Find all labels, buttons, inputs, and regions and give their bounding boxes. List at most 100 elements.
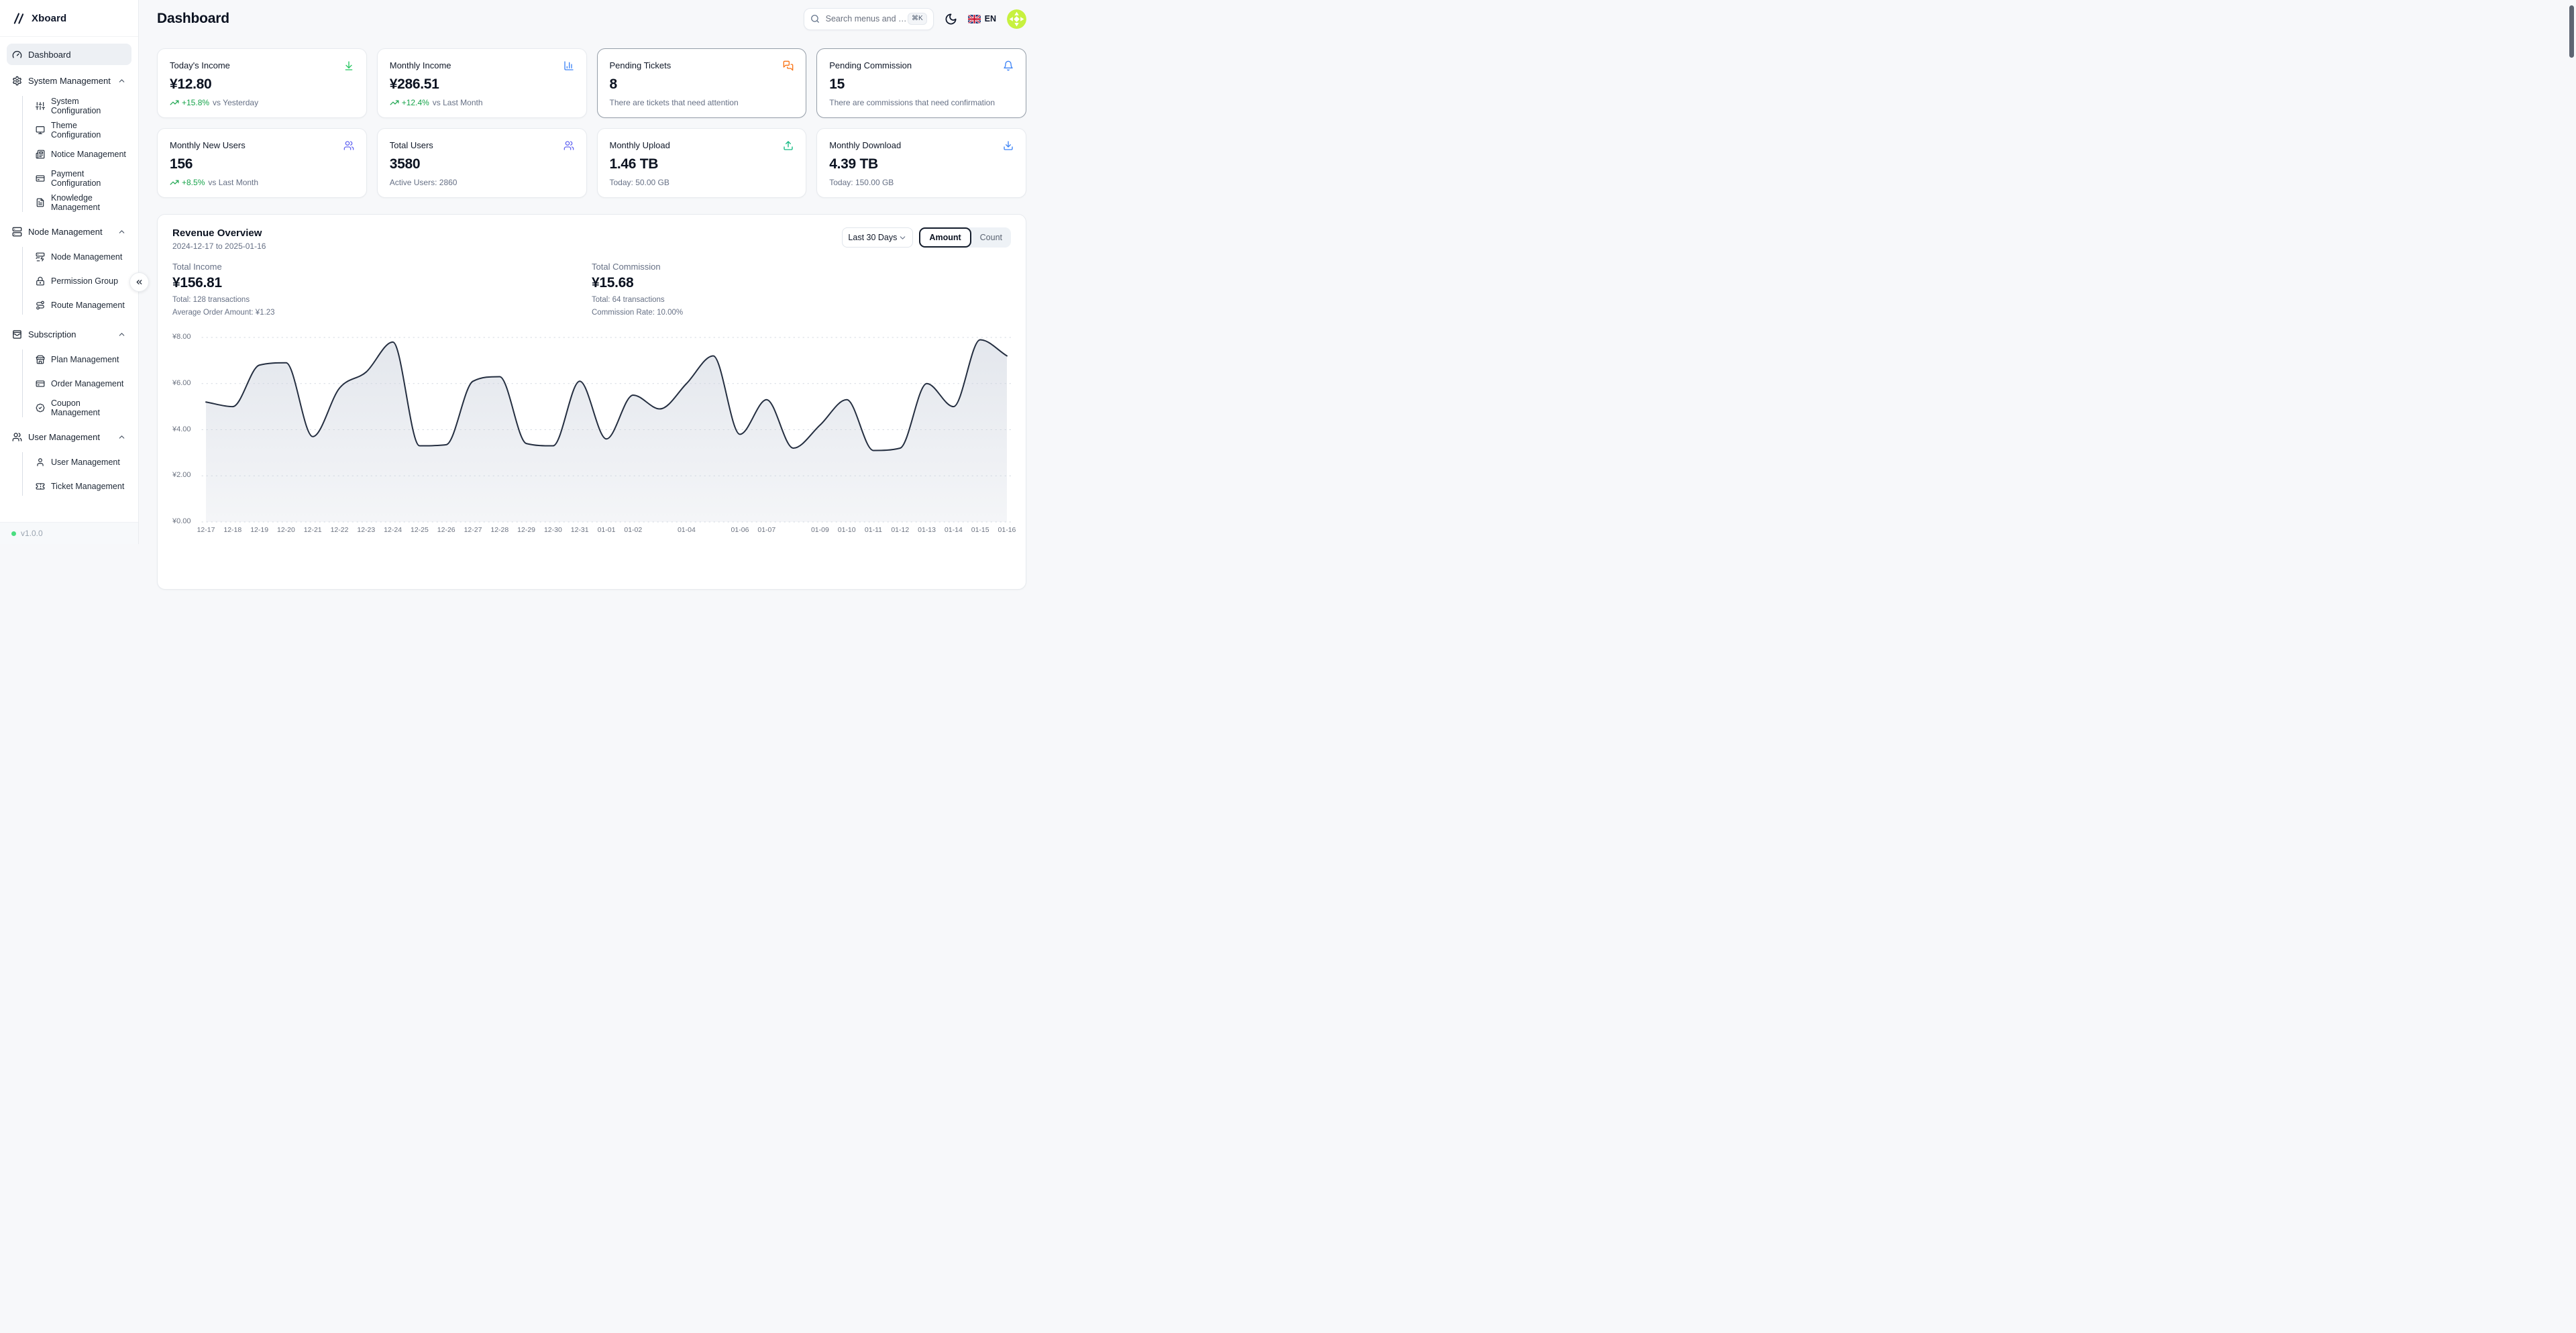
x-tick-label: 01-07 (757, 526, 776, 534)
x-tick-label: 12-20 (276, 526, 295, 534)
language-selector[interactable]: EN (967, 14, 996, 23)
card-value: ¥286.51 (389, 76, 439, 92)
route-icon (36, 301, 44, 309)
chevron-up-icon (119, 78, 125, 83)
search-box[interactable]: ⌘K (803, 7, 934, 30)
sidebar-group-label: User Management (28, 431, 100, 442)
chevron-up-icon (119, 435, 125, 439)
sidebar: Xboard Dashboard System Management System … (0, 0, 139, 544)
trend-value: +15.8% (182, 98, 210, 107)
sidebar-group-node-management[interactable]: Node Management (7, 221, 131, 242)
total-commission-block: Total Commission ¥15.68 Total: 64 transa… (592, 262, 1011, 317)
sidebar-group-label: Node Management (28, 226, 103, 237)
topbar: Dashboard ⌘K EN (157, 0, 1026, 38)
x-tick-label: 12-23 (357, 526, 376, 534)
sidebar-item-label: Dashboard (28, 49, 71, 60)
sidebar-nav: Dashboard System Management System Configu… (0, 37, 138, 522)
sidebar-item-label: Node Management (51, 252, 123, 262)
sidebar-item-knowledge-management[interactable]: Knowledge Management (32, 193, 131, 212)
sidebar-item-user-management[interactable]: User Management (32, 452, 131, 472)
sidebar-group-subscription[interactable]: Subscription (7, 323, 131, 345)
bell-icon (1004, 60, 1013, 71)
income-average: Average Order Amount: ¥1.23 (172, 309, 275, 317)
stat-card-pending-commission[interactable]: Pending Commission 15 There are commission… (816, 48, 1026, 118)
sidebar-item-payment-configuration[interactable]: Payment Configuration (32, 168, 131, 188)
card-title: Total Users (389, 140, 433, 150)
income-label: Total Income (172, 262, 222, 272)
sidebar-item-ticket-management[interactable]: Ticket Management (32, 476, 131, 496)
stat-card-pending-tickets[interactable]: Pending Tickets 8 There are tickets that n… (596, 48, 807, 118)
stat-card-today-s-income[interactable]: Today's Income ¥12.80 +15.8% vs Yesterday (157, 48, 367, 118)
stat-cards: Today's Income ¥12.80 +15.8% vs Yesterday Mo… (157, 48, 1026, 198)
card-title: Pending Commission (829, 60, 912, 70)
version-label: v1.0.0 (21, 529, 43, 538)
sidebar-item-route-management[interactable]: Route Management (32, 295, 131, 315)
card-subtext: There are tickets that need attention (609, 98, 739, 107)
store-icon (36, 355, 45, 364)
sidebar-item-order-management[interactable]: Order Management (32, 374, 131, 393)
card-value: ¥12.80 (170, 76, 212, 92)
date-range-select[interactable]: Last 30 Days (842, 227, 914, 248)
page-scrollbar[interactable] (2569, 5, 2574, 58)
server-zap-icon (36, 252, 45, 261)
sidebar-item-permission-group[interactable]: Permission Group (32, 271, 131, 290)
x-tick-label: 12-31 (570, 526, 589, 534)
x-tick-label: 01-02 (624, 526, 643, 534)
sidebar-item-coupon-management[interactable]: Coupon Management (32, 398, 131, 417)
sidebar-collapse-button[interactable] (129, 272, 149, 292)
trending-up-icon (170, 180, 179, 185)
x-tick-label: 01-10 (837, 526, 856, 534)
stat-card-total-users[interactable]: Total Users 3580 Active Users: 2860 (376, 128, 587, 198)
sidebar-group-user-management[interactable]: User Management (7, 426, 131, 447)
user-icon (37, 458, 44, 466)
stat-card-monthly-upload[interactable]: Monthly Upload 1.46 TB Today: 50.00 GB (596, 128, 807, 198)
x-tick-label: 12-22 (330, 526, 349, 534)
sidebar-item-system-configuration[interactable]: System Configuration (32, 96, 131, 115)
sidebar-item-label: Coupon Management (51, 398, 100, 417)
stat-card-monthly-income[interactable]: Monthly Income ¥286.51 +12.4% vs Last Month (376, 48, 587, 118)
stat-card-monthly-download[interactable]: Monthly Download 4.39 TB Today: 150.00 GB (816, 128, 1026, 198)
sidebar-item-label: Knowledge Management (51, 193, 100, 212)
total-income-block: Total Income ¥156.81 Total: 128 transact… (172, 262, 592, 317)
logo[interactable]: Xboard (0, 0, 138, 37)
trend-note: vs Last Month (432, 98, 483, 107)
toggle-amount[interactable]: Amount (919, 227, 971, 248)
xboard-logo-icon (13, 12, 24, 24)
x-tick-label: 01-11 (864, 526, 883, 534)
sidebar-item-plan-management[interactable]: Plan Management (32, 350, 131, 369)
sidebar-item-label: Order Management (51, 378, 124, 388)
sidebar-item-notice-management[interactable]: Notice Management (32, 144, 131, 164)
sidebar-item-node-management[interactable]: Node Management (32, 247, 131, 266)
x-tick-label: 01-16 (998, 526, 1016, 534)
wallet-cards-icon (13, 329, 21, 339)
chevrons-left-icon (136, 280, 142, 284)
x-tick-label: 01-12 (891, 526, 910, 534)
stat-card-monthly-new-users[interactable]: Monthly New Users 156 +8.5% vs Last Month (157, 128, 367, 198)
sidebar-footer: v1.0.0 (0, 522, 138, 544)
trend-badge: +15.8% (170, 98, 209, 107)
x-tick-label: 01-15 (971, 526, 989, 534)
sidebar-group-label: System Management (28, 75, 111, 86)
income-transactions: Total: 128 transactions (172, 296, 250, 304)
y-tick-label: ¥4.00 (172, 425, 191, 433)
sidebar-item-dashboard[interactable]: Dashboard (7, 44, 131, 65)
commission-value: ¥15.68 (592, 275, 634, 290)
search-input[interactable] (824, 13, 927, 24)
x-tick-label: 12-21 (303, 526, 322, 534)
avatar[interactable] (1007, 9, 1026, 29)
brand-name: Xboard (32, 12, 67, 24)
area-chart (202, 327, 1011, 522)
sidebar-item-label: System Configuration (51, 96, 101, 115)
trending-up-icon (170, 100, 179, 105)
x-tick-label: 01-09 (810, 526, 829, 534)
x-tick-label: 01-06 (731, 526, 749, 534)
x-tick-label: 12-24 (384, 526, 402, 534)
sidebar-group-system-management[interactable]: System Management (7, 70, 131, 91)
toggle-count[interactable]: Count (971, 227, 1011, 248)
x-tick-label: 12-27 (464, 526, 482, 534)
dark-mode-toggle[interactable] (945, 13, 957, 25)
avatar-identicon (1007, 9, 1026, 29)
sidebar-item-theme-configuration[interactable]: Theme Configuration (32, 120, 131, 140)
arrow-down-to-line-icon (345, 61, 353, 70)
commission-rate: Commission Rate: 10.00% (592, 309, 684, 317)
